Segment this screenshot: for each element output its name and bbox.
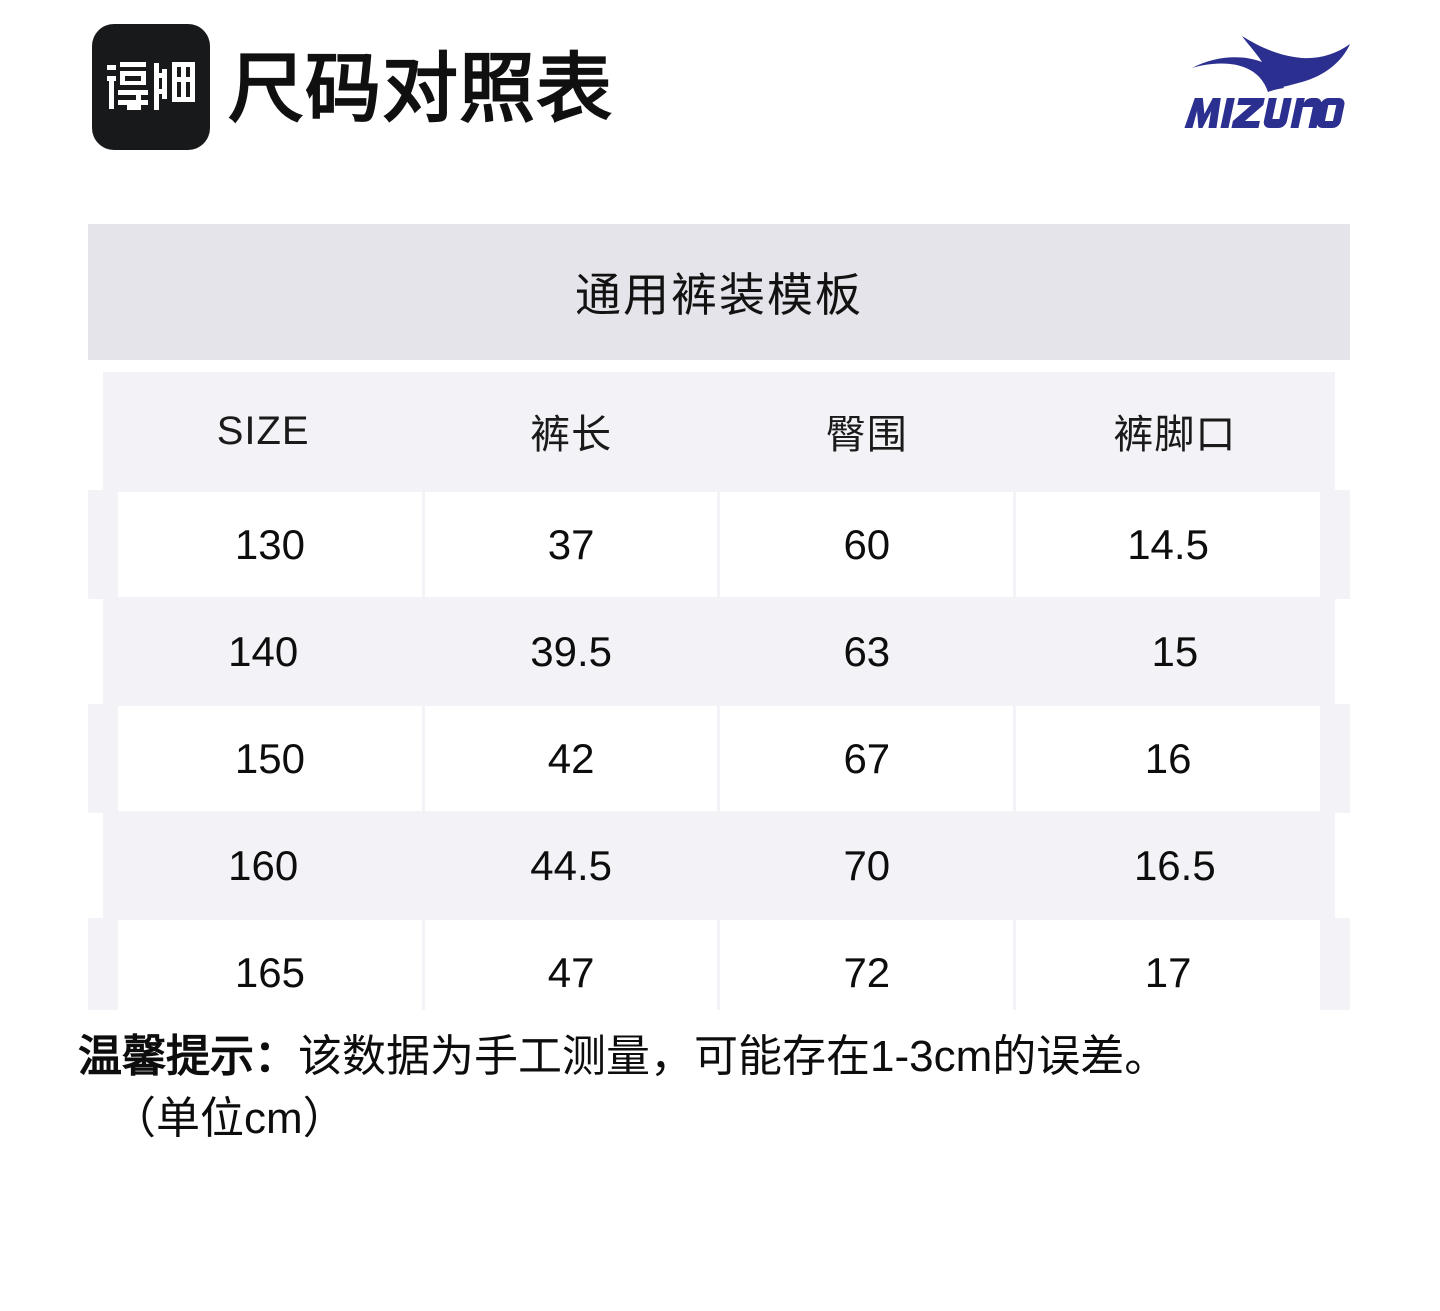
size-chart-table-container: 通用裤装模板 SIZE 裤长 臀围 裤脚口 130 37 60 1 [88, 224, 1350, 1010]
cell-size: 130 [88, 490, 425, 599]
cell-size: 140 [103, 598, 424, 705]
note-body: 该数据为手工测量，可能存在1-3cm的误差。 [298, 1032, 1169, 1081]
cell-hip: 72 [717, 918, 1017, 1010]
table-head: SIZE 裤长 臀围 裤脚口 [103, 372, 1335, 491]
table-body: 130 37 60 14.5 140 39.5 63 15 150 42 67 … [88, 490, 1350, 1010]
column-header-pant-length: 裤长 [423, 372, 719, 491]
table-header-row: SIZE 裤长 臀围 裤脚口 [103, 372, 1335, 491]
measurement-note: 温馨提示：该数据为手工测量，可能存在1-3cm的误差。 （单位cm） [78, 1026, 1378, 1151]
table-row: 130 37 60 14.5 [88, 490, 1350, 599]
table-row: 140 39.5 63 15 [103, 598, 1335, 705]
note-unit-line: （单位cm） [112, 1094, 347, 1144]
table-title-band: 通用裤装模板 [88, 224, 1350, 360]
cell-size: 160 [103, 812, 424, 919]
note-label: 温馨提示： [78, 1032, 298, 1081]
cell-pant-length: 37 [421, 490, 721, 599]
cell-pant-length: 47 [421, 918, 721, 1010]
cell-pant-length: 39.5 [423, 598, 719, 705]
cell-hip: 70 [718, 812, 1015, 919]
column-header-leg-opening: 裤脚口 [1014, 372, 1335, 491]
column-header-size: SIZE [103, 372, 424, 491]
cell-size: 165 [88, 918, 425, 1010]
cell-leg-opening: 15 [1014, 598, 1335, 705]
cell-hip: 67 [717, 704, 1017, 813]
table-title: 通用裤装模板 [575, 269, 863, 321]
cell-pant-length: 42 [421, 704, 721, 813]
cell-pant-length: 44.5 [423, 812, 719, 919]
cell-leg-opening: 17 [1013, 918, 1350, 1010]
page-title: 尺码对照表 [228, 47, 613, 132]
cell-leg-opening: 16.5 [1014, 812, 1335, 919]
table-row: 150 42 67 16 [88, 704, 1350, 813]
cell-hip: 63 [718, 598, 1015, 705]
table-row: 165 47 72 17 [88, 918, 1350, 1010]
dewu-app-logo-icon [92, 24, 210, 150]
band-separator [88, 360, 1350, 372]
cell-leg-opening: 14.5 [1013, 490, 1350, 599]
cell-leg-opening: 16 [1013, 704, 1350, 813]
page-header: 尺码对照表 [0, 0, 1440, 196]
cell-hip: 60 [717, 490, 1017, 599]
column-header-hip: 臀围 [718, 372, 1015, 491]
table-row: 160 44.5 70 16.5 [103, 812, 1335, 919]
size-chart-table: SIZE 裤长 臀围 裤脚口 130 37 60 14.5 140 39.5 6… [88, 372, 1350, 1010]
note-first-line: 温馨提示：该数据为手工测量，可能存在1-3cm的误差。 [78, 1026, 1378, 1088]
mizuno-runbird-logo-icon [1184, 36, 1354, 132]
brand-block: 尺码对照表 [92, 24, 613, 150]
cell-size: 150 [88, 704, 425, 813]
